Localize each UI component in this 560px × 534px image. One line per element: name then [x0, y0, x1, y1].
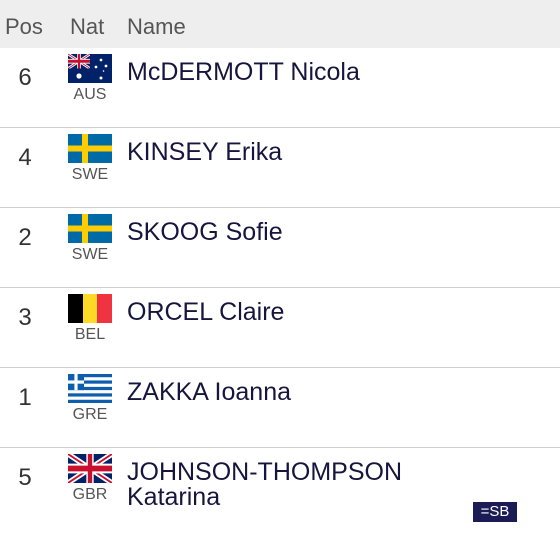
header-cell: Nat	[70, 14, 105, 39]
athlete-row[interactable]: 4 SWE KINSEY Erika	[0, 128, 560, 208]
flag	[68, 454, 112, 483]
season-best-badge: =SB	[473, 502, 517, 522]
athlete-name[interactable]: SKOOG Sofie	[127, 218, 283, 246]
position: 1	[18, 384, 32, 411]
athlete-name[interactable]: JOHNSON-THOMPSON Katarina	[127, 458, 402, 511]
nation-code: GRE	[72, 406, 108, 423]
position: 2	[18, 224, 32, 251]
nation-code: SWE	[71, 246, 109, 263]
flag	[68, 54, 112, 83]
header-cell: Name	[127, 14, 186, 39]
athlete-row[interactable]: 2 SWE SKOOG Sofie	[0, 208, 560, 288]
nation-code: BEL	[74, 326, 106, 343]
flag	[68, 374, 112, 403]
position: 3	[18, 304, 32, 331]
athlete-name[interactable]: KINSEY Erika	[127, 138, 283, 166]
header-row: Pos Nat Name	[0, 0, 560, 48]
position: 6	[18, 64, 32, 91]
header-cell: Pos	[5, 14, 43, 39]
flag	[68, 294, 112, 323]
athlete-row[interactable]: 5 GBR JOHNSON-THOMPSON Katarina =SB	[0, 448, 560, 534]
position: 4	[18, 144, 32, 171]
athlete-name[interactable]: ZAKKA Ioanna	[127, 378, 292, 406]
athlete-row[interactable]: 3 BEL ORCEL Claire	[0, 288, 560, 368]
position: 5	[18, 464, 32, 491]
athlete-name[interactable]: ORCEL Claire	[127, 298, 285, 326]
athlete-name[interactable]: McDERMOTT Nicola	[127, 58, 360, 86]
athlete-row[interactable]: 6 AUS McDERMOTT Nicola	[0, 48, 560, 128]
nation-code: GBR	[72, 486, 108, 503]
athlete-row[interactable]: 1 GRE ZAKKA Ioanna	[0, 368, 560, 448]
flag	[68, 134, 112, 163]
nation-code: SWE	[71, 166, 109, 183]
nation-code: AUS	[73, 86, 107, 103]
flag	[68, 214, 112, 243]
